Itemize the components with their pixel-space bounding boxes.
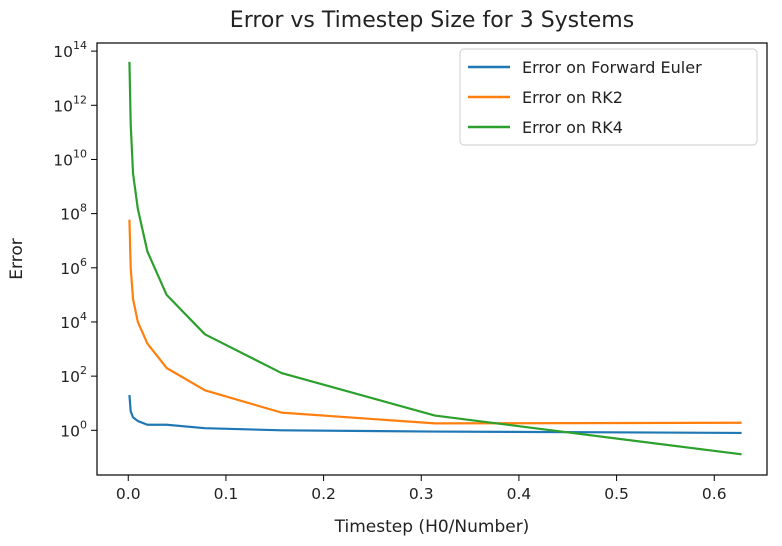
y-axis: 100 102 104 106 108 1010 1012 1014 xyxy=(53,39,97,440)
legend-box xyxy=(459,48,758,146)
x-tick-label: 0.3 xyxy=(409,485,434,503)
series-line-2 xyxy=(128,61,742,456)
y-tick-label: 100 xyxy=(60,418,87,440)
x-tick-label: 0.4 xyxy=(507,485,532,503)
y-tick-label: 106 xyxy=(60,256,87,278)
y-tick-label: 1010 xyxy=(53,147,87,169)
series-line-0 xyxy=(128,394,742,435)
series-line-1 xyxy=(128,219,742,425)
legend: Error on Forward Euler Error on RK2 Error … xyxy=(459,48,758,146)
y-tick-label: 1014 xyxy=(53,39,87,61)
x-tick-label: 0.1 xyxy=(214,485,239,503)
y-tick-label: 104 xyxy=(60,310,87,332)
chart-title: Error vs Timestep Size for 3 Systems xyxy=(230,8,634,33)
x-tick-label: 0.6 xyxy=(702,485,727,503)
x-tick-label: 0.5 xyxy=(604,485,629,503)
y-axis-label: Error xyxy=(7,238,27,279)
x-tick-label: 0.0 xyxy=(116,485,141,503)
legend-label-1: Error on RK2 xyxy=(522,88,623,107)
x-axis: 0.0 0.1 0.2 0.3 0.4 0.5 0.6 xyxy=(116,475,727,503)
y-tick-label: 108 xyxy=(60,202,87,224)
y-tick-label: 102 xyxy=(60,364,87,386)
legend-label-2: Error on RK4 xyxy=(522,118,623,137)
y-tick-label: 1012 xyxy=(53,93,87,115)
x-axis-label: Timestep (H0/Number) xyxy=(334,517,530,537)
legend-label-0: Error on Forward Euler xyxy=(522,58,702,77)
plot-area xyxy=(128,61,742,456)
plot-frame xyxy=(96,42,768,476)
x-tick-label: 0.2 xyxy=(311,485,336,503)
